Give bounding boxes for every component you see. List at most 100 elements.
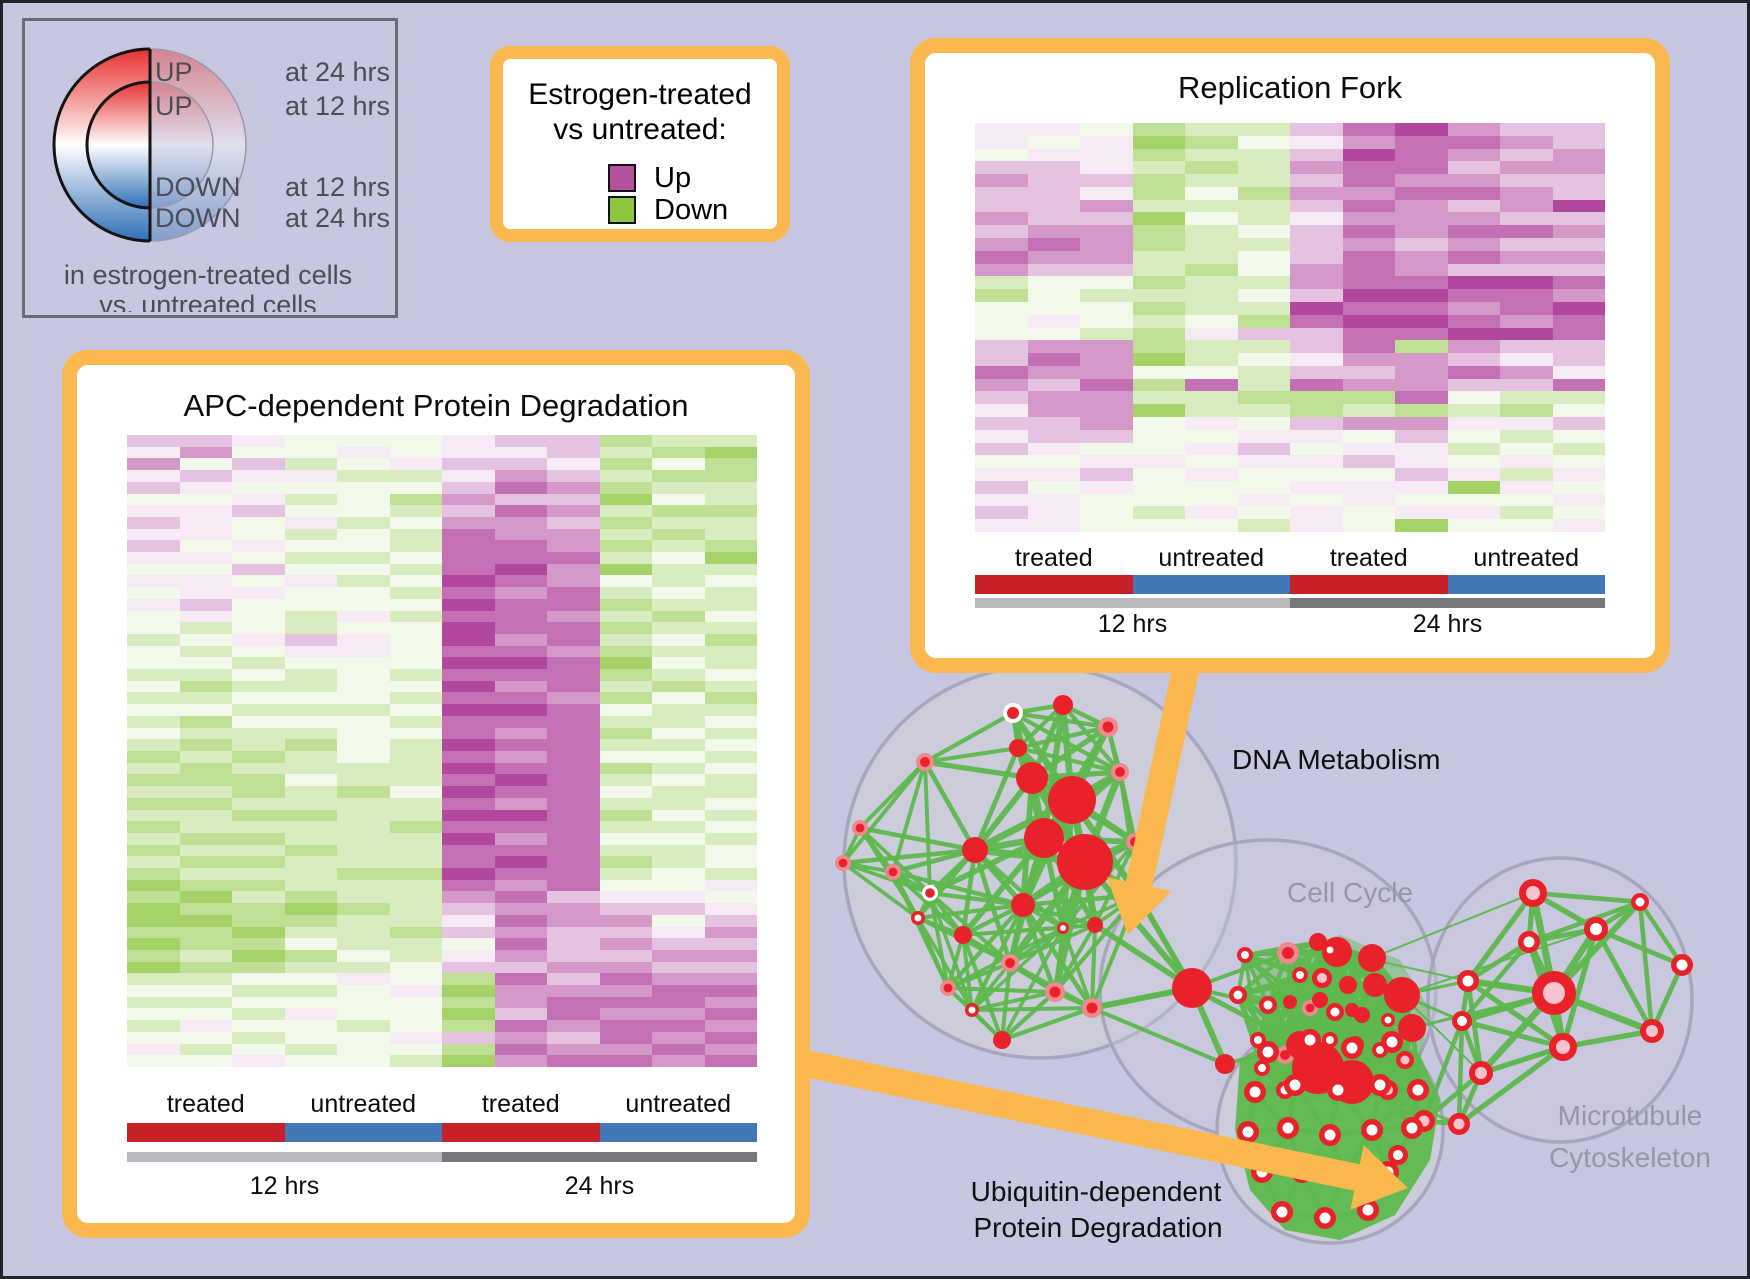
heatmap-cell xyxy=(599,727,652,740)
heatmap-cell xyxy=(1185,301,1238,315)
heatmap-row xyxy=(127,1008,757,1021)
heatmap-cell xyxy=(1132,314,1185,328)
heatmap-cell xyxy=(599,762,652,775)
heatmap-cell xyxy=(389,891,442,904)
heatmap-cell xyxy=(494,926,547,939)
network-edge xyxy=(859,825,976,853)
heatmap-cell xyxy=(389,563,442,576)
heatmap-cell xyxy=(975,174,1028,187)
heatmap-cell xyxy=(389,844,442,857)
heatmap-row xyxy=(127,961,757,974)
heatmap-cell xyxy=(284,692,337,705)
heatmap-row xyxy=(975,212,1605,226)
heatmap-cell xyxy=(494,645,547,658)
network-node-halo-core xyxy=(1049,986,1061,998)
network-edge xyxy=(842,861,931,895)
heatmap-cell xyxy=(652,903,705,915)
heatmap-cell xyxy=(599,985,652,997)
heatmap-cell xyxy=(1447,480,1500,494)
heatmap-cell xyxy=(975,327,1028,341)
heatmap-cell xyxy=(1290,327,1343,341)
heatmap-cell xyxy=(599,891,652,904)
heatmap-cell xyxy=(232,797,285,810)
heatmap-cell xyxy=(494,587,547,599)
heatmap-cell xyxy=(232,446,285,459)
arrow-replication-fork-to-dna-shaft xyxy=(1125,647,1204,888)
network-node-solid xyxy=(1009,739,1027,757)
heatmap-cell xyxy=(1500,455,1553,469)
heatmap-row xyxy=(127,575,757,588)
heatmap-cell xyxy=(494,481,547,494)
heatmap-cell xyxy=(232,996,285,1009)
heatmap-cell xyxy=(1342,442,1395,456)
heatmap-cell xyxy=(337,844,390,857)
heatmap-row xyxy=(975,186,1605,200)
heatmap-cell xyxy=(442,1008,495,1021)
heatmap-cell xyxy=(704,809,757,822)
heatmap-cell xyxy=(1132,429,1185,443)
heatmap-cell xyxy=(494,938,547,950)
heatmap-cell xyxy=(975,225,1028,239)
heatmap-cell xyxy=(389,481,442,494)
heatmap-cell xyxy=(1132,148,1185,162)
heatmap-cell xyxy=(547,856,600,869)
network-edge xyxy=(1532,890,1641,905)
heatmap-cell xyxy=(494,727,547,740)
heatmap-cell xyxy=(389,786,442,798)
heatmap-cell xyxy=(704,996,757,1009)
heatmap-cell xyxy=(494,528,547,541)
heatmap-cell xyxy=(127,750,180,763)
heatmap-cell xyxy=(442,879,495,892)
heatmap-cell xyxy=(652,470,705,482)
heatmap-cell xyxy=(1500,186,1553,200)
heatmap-cell xyxy=(127,587,180,599)
heatmap-cell xyxy=(232,528,285,541)
heatmap-cell xyxy=(494,832,547,845)
heatmap-cell xyxy=(494,622,547,634)
heatmap-cell xyxy=(1132,519,1185,532)
heatmap-cell xyxy=(337,633,390,646)
heatmap-cell xyxy=(337,961,390,974)
network-edge xyxy=(1016,703,1065,750)
heatmap-cell xyxy=(652,868,705,880)
heatmap-cell xyxy=(1132,212,1185,226)
heatmap-cell xyxy=(1080,416,1133,430)
heatmap-cell xyxy=(1395,468,1448,481)
heatmap-cell xyxy=(232,739,285,751)
heatmap-row xyxy=(975,519,1605,532)
heatmap-cell xyxy=(284,1008,337,1021)
heatmap-cell xyxy=(389,540,442,553)
network-node-ring-white xyxy=(1314,1207,1336,1229)
heatmap-cell xyxy=(494,633,547,646)
heatmap-cell xyxy=(1447,519,1500,532)
heatmap-cell xyxy=(389,856,442,869)
heatmap-cell xyxy=(975,135,1028,149)
heatmap-cell xyxy=(1027,493,1080,507)
heatmap-cell xyxy=(1290,365,1343,379)
untreated-bar xyxy=(284,1123,442,1142)
heatmap-row xyxy=(127,1020,757,1032)
heatmap-cell xyxy=(1027,378,1080,392)
heatmap-cell xyxy=(652,1043,705,1056)
heatmap-cell xyxy=(494,739,547,751)
network-edge xyxy=(1061,927,1094,1009)
heatmap-cell xyxy=(1080,468,1133,481)
heatmap-cell xyxy=(1080,327,1133,341)
heatmap-cell xyxy=(1237,327,1290,341)
heatmap-row xyxy=(127,669,757,681)
heatmap-cell xyxy=(652,516,705,529)
heatmap-cell xyxy=(494,961,547,974)
heatmap-cell xyxy=(975,212,1028,226)
heatmap-cell xyxy=(179,481,232,494)
heatmap-cell xyxy=(179,762,232,775)
heatmap-cell xyxy=(442,680,495,693)
network-node-solid xyxy=(962,837,988,863)
heatmap-cell xyxy=(1500,416,1553,430)
heatmap-cell xyxy=(599,903,652,915)
heatmap-cell xyxy=(389,446,442,459)
heatmap-cell xyxy=(1080,314,1133,328)
heatmap-cell xyxy=(704,891,757,904)
heatmap-cell xyxy=(547,1020,600,1032)
ring-legend-graphic: UP at 24 hrs UP at 12 hrs DOWN at 12 hrs… xyxy=(52,47,390,312)
heatmap-cell xyxy=(1395,506,1448,520)
